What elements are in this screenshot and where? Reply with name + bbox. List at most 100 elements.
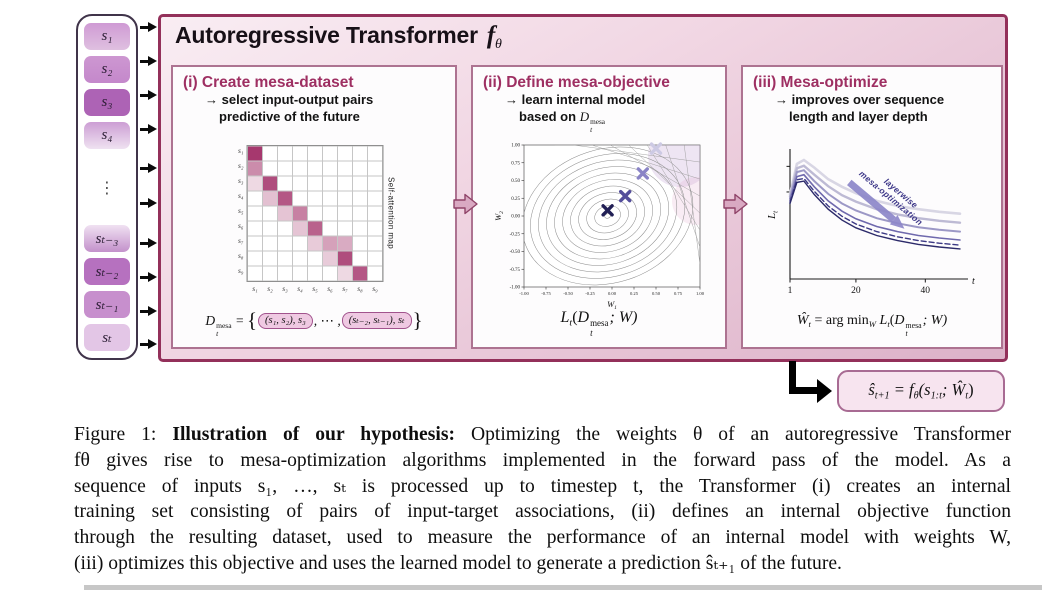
attention-cell bbox=[322, 191, 338, 206]
svg-text:W1: W1 bbox=[607, 299, 617, 311]
attention-cell bbox=[322, 206, 338, 221]
svg-text:1: 1 bbox=[788, 286, 793, 296]
attention-cell bbox=[352, 266, 368, 281]
attention-cell bbox=[247, 146, 263, 161]
token-input-arrow-icon bbox=[140, 56, 158, 67]
panel3-subheading-line2: length and layer depth bbox=[789, 108, 928, 124]
attention-cell bbox=[352, 221, 368, 236]
caption-line-5: through the resulting dataset, used to m… bbox=[74, 527, 1011, 549]
loss-landscape-contour-plot: 1.00 0.75 0.50 0.25 0.00 -0.25 -0.50 -0.75 -1.00… bbox=[493, 142, 705, 311]
svg-text:0.25: 0.25 bbox=[511, 197, 520, 202]
prediction-formula: ŝt+1 = fθ(s1:t; Ŵt) bbox=[868, 380, 974, 402]
svg-text:-1.00: -1.00 bbox=[519, 291, 529, 296]
token-input-arrow-icon bbox=[140, 238, 158, 249]
attention-cell bbox=[337, 266, 353, 281]
svg-text:-1.00: -1.00 bbox=[510, 286, 521, 291]
attention-cell bbox=[352, 146, 368, 161]
attention-cell bbox=[307, 191, 323, 206]
prediction-formula-box: ŝt+1 = fθ(s1:t; Ŵt) bbox=[837, 370, 1005, 412]
attention-cell bbox=[277, 176, 293, 191]
attention-cell bbox=[292, 236, 308, 251]
token-input-arrow-icon bbox=[140, 90, 158, 101]
panel3-heading: (iii) Mesa-optimize bbox=[753, 74, 888, 91]
attention-cell bbox=[292, 146, 308, 161]
panel1-heading: (i) Create mesa-dataset bbox=[183, 74, 354, 91]
attention-cell bbox=[367, 236, 383, 251]
attention-cell bbox=[337, 176, 353, 191]
attention-cell bbox=[262, 266, 278, 281]
mesa-objective-formula: Lt(D mesa t; W) bbox=[560, 309, 638, 338]
token-input-arrow-icon bbox=[140, 306, 158, 317]
loss-curve bbox=[789, 169, 961, 233]
panel1-subheading-line2: predictive of the future bbox=[219, 108, 360, 124]
attention-cell bbox=[292, 161, 308, 176]
loss-curve bbox=[789, 180, 961, 250]
attention-cell bbox=[367, 221, 383, 236]
caption-line-3: sequence of inputs s₁, …, sₜ is processe… bbox=[74, 475, 1011, 497]
attention-cell bbox=[352, 251, 368, 266]
attention-cell bbox=[262, 176, 278, 191]
output-arrow-vertical-segment bbox=[789, 361, 796, 394]
attention-cell bbox=[262, 206, 278, 221]
sequence-token-s1: s₁ bbox=[84, 23, 130, 50]
figure-title: Autoregressive Transformer fθ bbox=[175, 22, 502, 53]
svg-text:-0.50: -0.50 bbox=[510, 250, 521, 255]
token-input-arrow-icon bbox=[140, 198, 158, 209]
caption-line-4: training set consisting of pairs of inpu… bbox=[74, 501, 1011, 523]
descent-step-marker bbox=[618, 189, 632, 203]
attention-cell bbox=[352, 161, 368, 176]
svg-text:-0.50: -0.50 bbox=[563, 291, 573, 296]
attention-cell bbox=[277, 236, 293, 251]
attention-cell bbox=[277, 251, 293, 266]
attention-cell bbox=[307, 251, 323, 266]
svg-text:0.75: 0.75 bbox=[674, 291, 683, 296]
attention-cell bbox=[292, 251, 308, 266]
attention-cell bbox=[337, 146, 353, 161]
attention-cell bbox=[322, 266, 338, 281]
panel2-heading: (ii) Define mesa-objective bbox=[483, 74, 670, 91]
attention-cell bbox=[247, 251, 263, 266]
svg-text:0.00: 0.00 bbox=[511, 215, 520, 220]
attention-cell bbox=[262, 251, 278, 266]
attention-cell bbox=[262, 161, 278, 176]
attention-cell bbox=[292, 266, 308, 281]
loss-curve bbox=[789, 177, 961, 246]
svg-text:-0.25: -0.25 bbox=[510, 232, 521, 237]
attention-map-side-label: Self-attention map bbox=[386, 177, 396, 250]
attention-cell bbox=[352, 176, 368, 191]
svg-text:-0.75: -0.75 bbox=[541, 291, 551, 296]
attention-cell bbox=[292, 221, 308, 236]
attention-cell bbox=[322, 146, 338, 161]
attention-cell bbox=[322, 161, 338, 176]
attention-cell bbox=[352, 236, 368, 251]
panel-transition-arrow-icon bbox=[453, 193, 478, 215]
self-attention-heatmap bbox=[246, 145, 384, 282]
dataset-pair-box-1: (s₁, s₂), s₃ bbox=[258, 312, 313, 329]
attention-cell bbox=[337, 191, 353, 206]
attention-cell bbox=[322, 236, 338, 251]
panel-mesa-optimize: (iii) Mesa-optimize → improves over sequ… bbox=[741, 65, 1003, 349]
attention-cell bbox=[322, 176, 338, 191]
loss-curve bbox=[788, 164, 962, 224]
svg-text:-0.25: -0.25 bbox=[585, 291, 595, 296]
panel1-subheading-line1: → select input-output pairs bbox=[205, 92, 374, 107]
attention-cell bbox=[247, 161, 263, 176]
attention-cell bbox=[367, 161, 383, 176]
attention-cell bbox=[337, 161, 353, 176]
svg-text:0.00: 0.00 bbox=[608, 291, 617, 296]
attention-cell bbox=[307, 266, 323, 281]
attention-cell bbox=[277, 191, 293, 206]
svg-text:0.50: 0.50 bbox=[511, 179, 520, 184]
attention-cell bbox=[292, 206, 308, 221]
figure-caption: Figure 1: Illustration of our hypothesis… bbox=[74, 422, 1011, 577]
attention-cell bbox=[337, 251, 353, 266]
mesa-optimize-formula: Ŵt = arg minW Lt(D mesa t; W) bbox=[796, 313, 948, 338]
attention-cell bbox=[307, 176, 323, 191]
attention-cell bbox=[247, 176, 263, 191]
self-attention-map: s₁ s₂ s₃ s₄ s₅ s₆ s₇ s₈ s₉ s₁ s₂ s₃ s₄ s₅ s₆ s₇ s₈ s₉ Se… bbox=[230, 145, 399, 297]
attention-cell bbox=[322, 221, 338, 236]
attention-cell bbox=[277, 146, 293, 161]
